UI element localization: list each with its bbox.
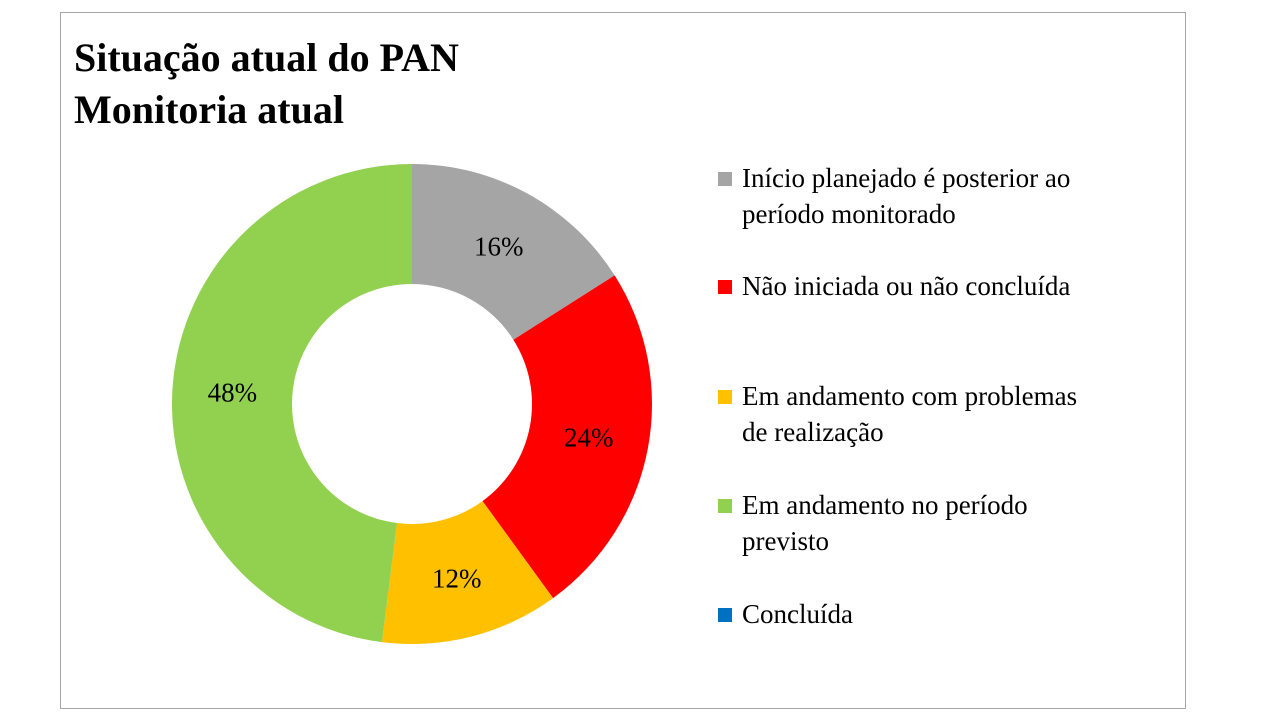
slice-data-label-1: 24% <box>564 423 614 453</box>
legend-label-4: Concluída <box>742 599 853 629</box>
legend-item-2: Em andamento com problemas de realização <box>718 378 1168 450</box>
slice-data-label-0: 16% <box>474 231 524 261</box>
legend-swatch-0 <box>718 172 732 186</box>
legend-label-3: Em andamento no período previsto <box>742 490 1028 556</box>
legend-swatch-3 <box>718 499 732 513</box>
legend-item-0: Início planejado é posterior ao período … <box>718 160 1168 232</box>
legend-label-2: Em andamento com problemas de realização <box>742 381 1078 447</box>
legend-item-1: Não iniciada ou não concluída <box>718 268 1168 304</box>
slice-data-label-2: 12% <box>432 563 482 593</box>
legend-swatch-1 <box>718 280 732 294</box>
slice-data-label-3: 48% <box>208 378 258 408</box>
legend-swatch-4 <box>718 608 732 622</box>
legend-label-0: Início planejado é posterior ao período … <box>742 163 1071 229</box>
legend-swatch-2 <box>718 390 732 404</box>
legend-item-4: Concluída <box>718 596 1168 632</box>
chart-title: Situação atual do PAN Monitoria atual <box>74 35 459 132</box>
legend-label-1: Não iniciada ou não concluída <box>742 271 1071 301</box>
donut-slice-0 <box>412 164 615 340</box>
donut-slice-3 <box>171 164 412 643</box>
legend: Início planejado é posterior ao período … <box>718 0 1168 720</box>
legend-item-3: Em andamento no período previsto <box>718 487 1168 559</box>
donut-slice-1 <box>482 275 652 599</box>
donut-slice-2 <box>381 501 554 644</box>
